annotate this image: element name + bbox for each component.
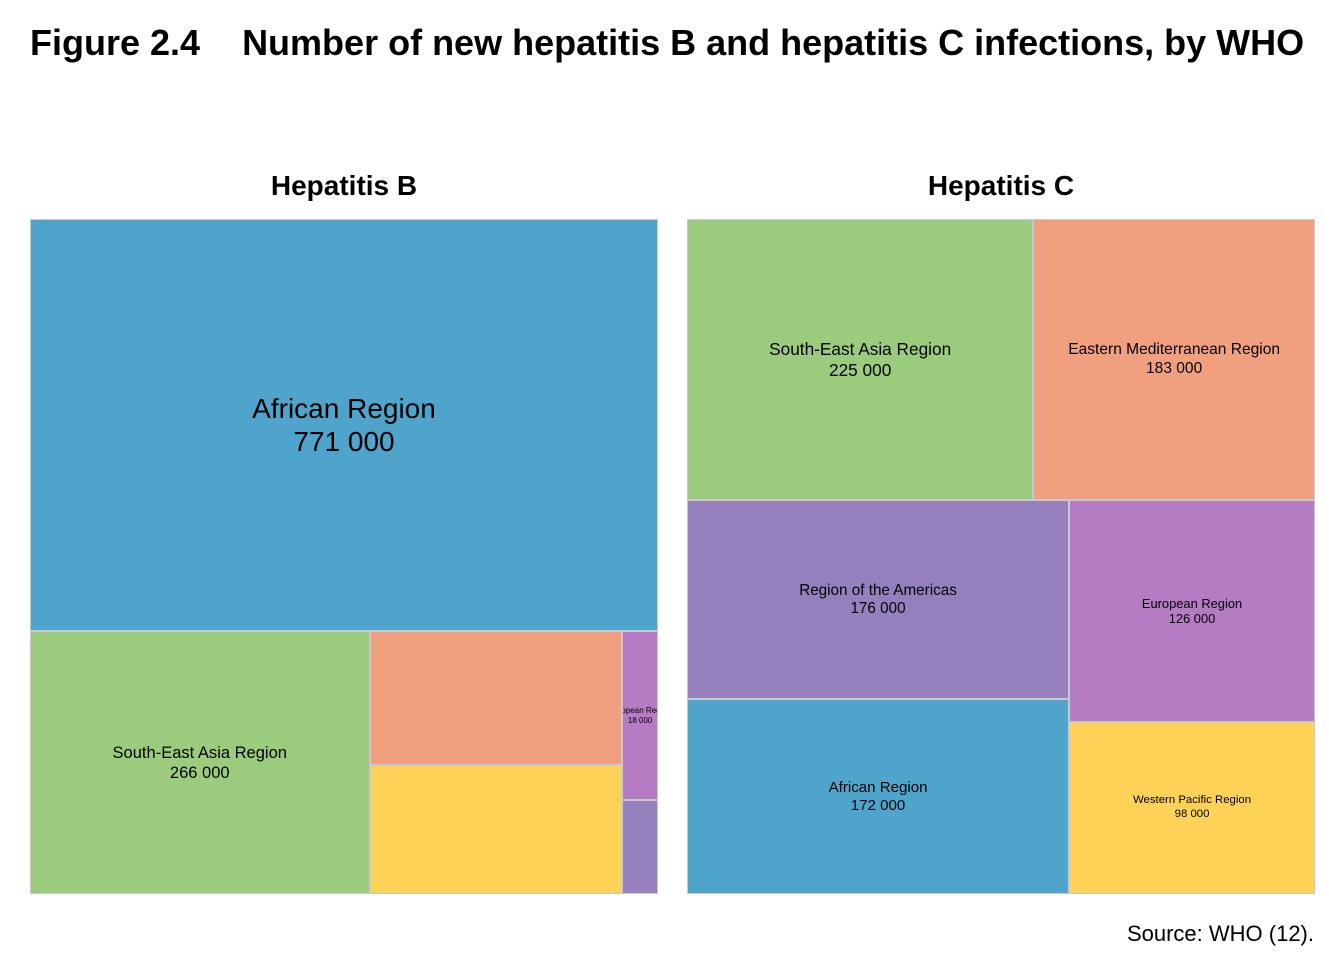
tile-value: 266 000 — [169, 762, 230, 782]
treemap-tile-eastern-mediterranean-region: Eastern Mediterranean Region 183 000 — [1033, 219, 1315, 501]
tile-name: European Region — [1141, 595, 1243, 611]
tile-name: Western Pacific Region — [1133, 794, 1252, 807]
tile-value: 771 000 — [293, 426, 395, 458]
tile-name: European Region — [623, 706, 657, 716]
tile-value: 183 000 — [1146, 359, 1203, 377]
panel-title-hepatitis-b: Hepatitis B — [270, 170, 418, 201]
source-note: Source: WHO (12). — [1126, 921, 1314, 946]
panel-title-hepatitis-c: Hepatitis C — [927, 170, 1075, 201]
tile-value: 176 000 — [850, 599, 906, 617]
treemap-hepatitis-c: South-East Asia Region 225 000 Eastern Med… — [687, 219, 1315, 894]
treemap-tile-african-region: African Region 172 000 — [687, 699, 1070, 894]
tile-value: 18 000 — [627, 715, 653, 725]
hepatitis-b-panel: Hepatitis B African Region 771 000 South-E… — [30, 170, 658, 895]
tile-name: Region of the Americas — [799, 581, 957, 599]
treemap-tile-african-region: African Region 771 000 — [30, 219, 658, 632]
figure-number: Figure 2.4 — [30, 22, 201, 63]
tile-name: Eastern Mediterranean Region — [1068, 341, 1281, 359]
tile-value: 172 000 — [850, 796, 906, 814]
treemap-tile-region-of-the-americas — [622, 800, 658, 894]
hepatitis-c-panel: Hepatitis C South-East Asia Region 225 00… — [687, 170, 1315, 895]
treemap-tile-eastern-mediterranean-region — [369, 631, 623, 766]
tile-value: 98 000 — [1174, 807, 1210, 820]
tile-value: 225 000 — [829, 359, 892, 380]
treemap-tile-western-pacific-region: Western Pacific Region 98 000 — [1069, 721, 1315, 894]
treemap-tile-western-pacific-region — [369, 765, 623, 894]
tile-name: African Region — [828, 778, 928, 796]
figure-title-text: Number of new hepatitis B and hepatitis … — [242, 22, 1305, 63]
tile-name: South-East Asia Region — [769, 339, 952, 360]
treemap-tile-european-region: European Region 126 000 — [1069, 500, 1315, 722]
tile-name: South-East Asia Region — [112, 743, 287, 763]
tile-name: African Region — [252, 392, 436, 424]
treemap-hepatitis-b: African Region 771 000 South-East Asia Reg… — [30, 219, 658, 894]
treemap-tile-region-of-the-americas: Region of the Americas 176 000 — [687, 500, 1070, 700]
figure-title: Figure 2.4 Number of new hepatitis B and … — [30, 22, 1344, 64]
treemap-tile-south-east-asia-region: South-East Asia Region 225 000 — [687, 219, 1034, 501]
treemap-tile-south-east-asia-region: South-East Asia Region 266 000 — [30, 631, 370, 894]
tile-value: 126 000 — [1168, 610, 1216, 626]
